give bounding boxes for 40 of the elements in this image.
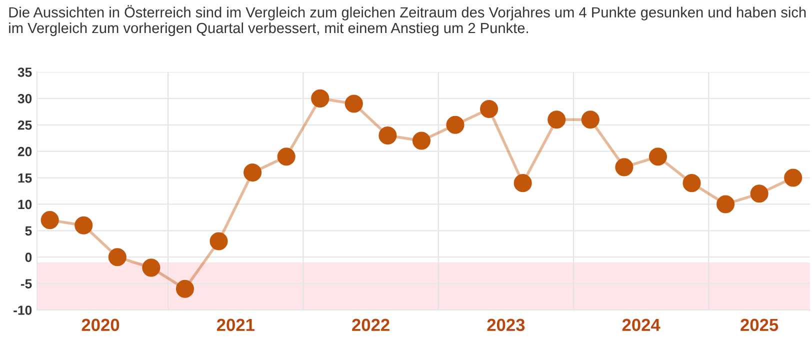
point bbox=[40, 211, 59, 230]
point bbox=[344, 94, 363, 113]
y-tick-label: 30 bbox=[18, 94, 32, 104]
point bbox=[682, 174, 701, 192]
y-tick-label: -5 bbox=[20, 279, 32, 288]
point bbox=[412, 132, 430, 150]
point bbox=[480, 100, 498, 118]
point bbox=[277, 148, 296, 166]
point bbox=[142, 258, 160, 277]
x-tick-label: 2024 bbox=[622, 318, 660, 332]
point bbox=[581, 110, 600, 129]
chart-title: Die Aussichten in Österreich sind im Vergleich zum gleichen Zeitraum des Vorjahres um 4 Punkte gesunken und haben sich im Vergleich zum vorherigen Quartal verbessert, mit einem Anstieg um 2 Punkte. bbox=[9, 5, 806, 36]
y-tick-label: 25 bbox=[18, 120, 32, 130]
y-tick-label: 20 bbox=[18, 146, 32, 156]
point bbox=[311, 89, 330, 108]
point bbox=[615, 158, 634, 176]
x-tick-label: 2023 bbox=[487, 318, 525, 332]
y-tick-label: 10 bbox=[18, 200, 32, 210]
point bbox=[514, 174, 532, 192]
point bbox=[548, 110, 566, 129]
point bbox=[74, 216, 93, 234]
x-tick-label: 2022 bbox=[352, 318, 390, 332]
y-tick-label: 5 bbox=[25, 226, 32, 236]
y-tick-label: -10 bbox=[14, 306, 32, 315]
point bbox=[108, 248, 126, 266]
point bbox=[446, 116, 464, 134]
x-tick-label: 2025 bbox=[740, 318, 778, 332]
y-tick-label: 35 bbox=[18, 68, 32, 77]
point bbox=[750, 184, 768, 203]
y-tick-label: 0 bbox=[25, 252, 32, 262]
point bbox=[784, 168, 802, 187]
x-tick-label: 2021 bbox=[216, 318, 254, 332]
point bbox=[716, 195, 735, 214]
point bbox=[648, 148, 667, 166]
x-tick-label: 2020 bbox=[82, 318, 120, 332]
y-tick-label: 15 bbox=[18, 173, 32, 183]
point bbox=[378, 126, 397, 144]
point bbox=[176, 280, 194, 298]
point bbox=[244, 163, 262, 182]
point bbox=[210, 232, 228, 250]
